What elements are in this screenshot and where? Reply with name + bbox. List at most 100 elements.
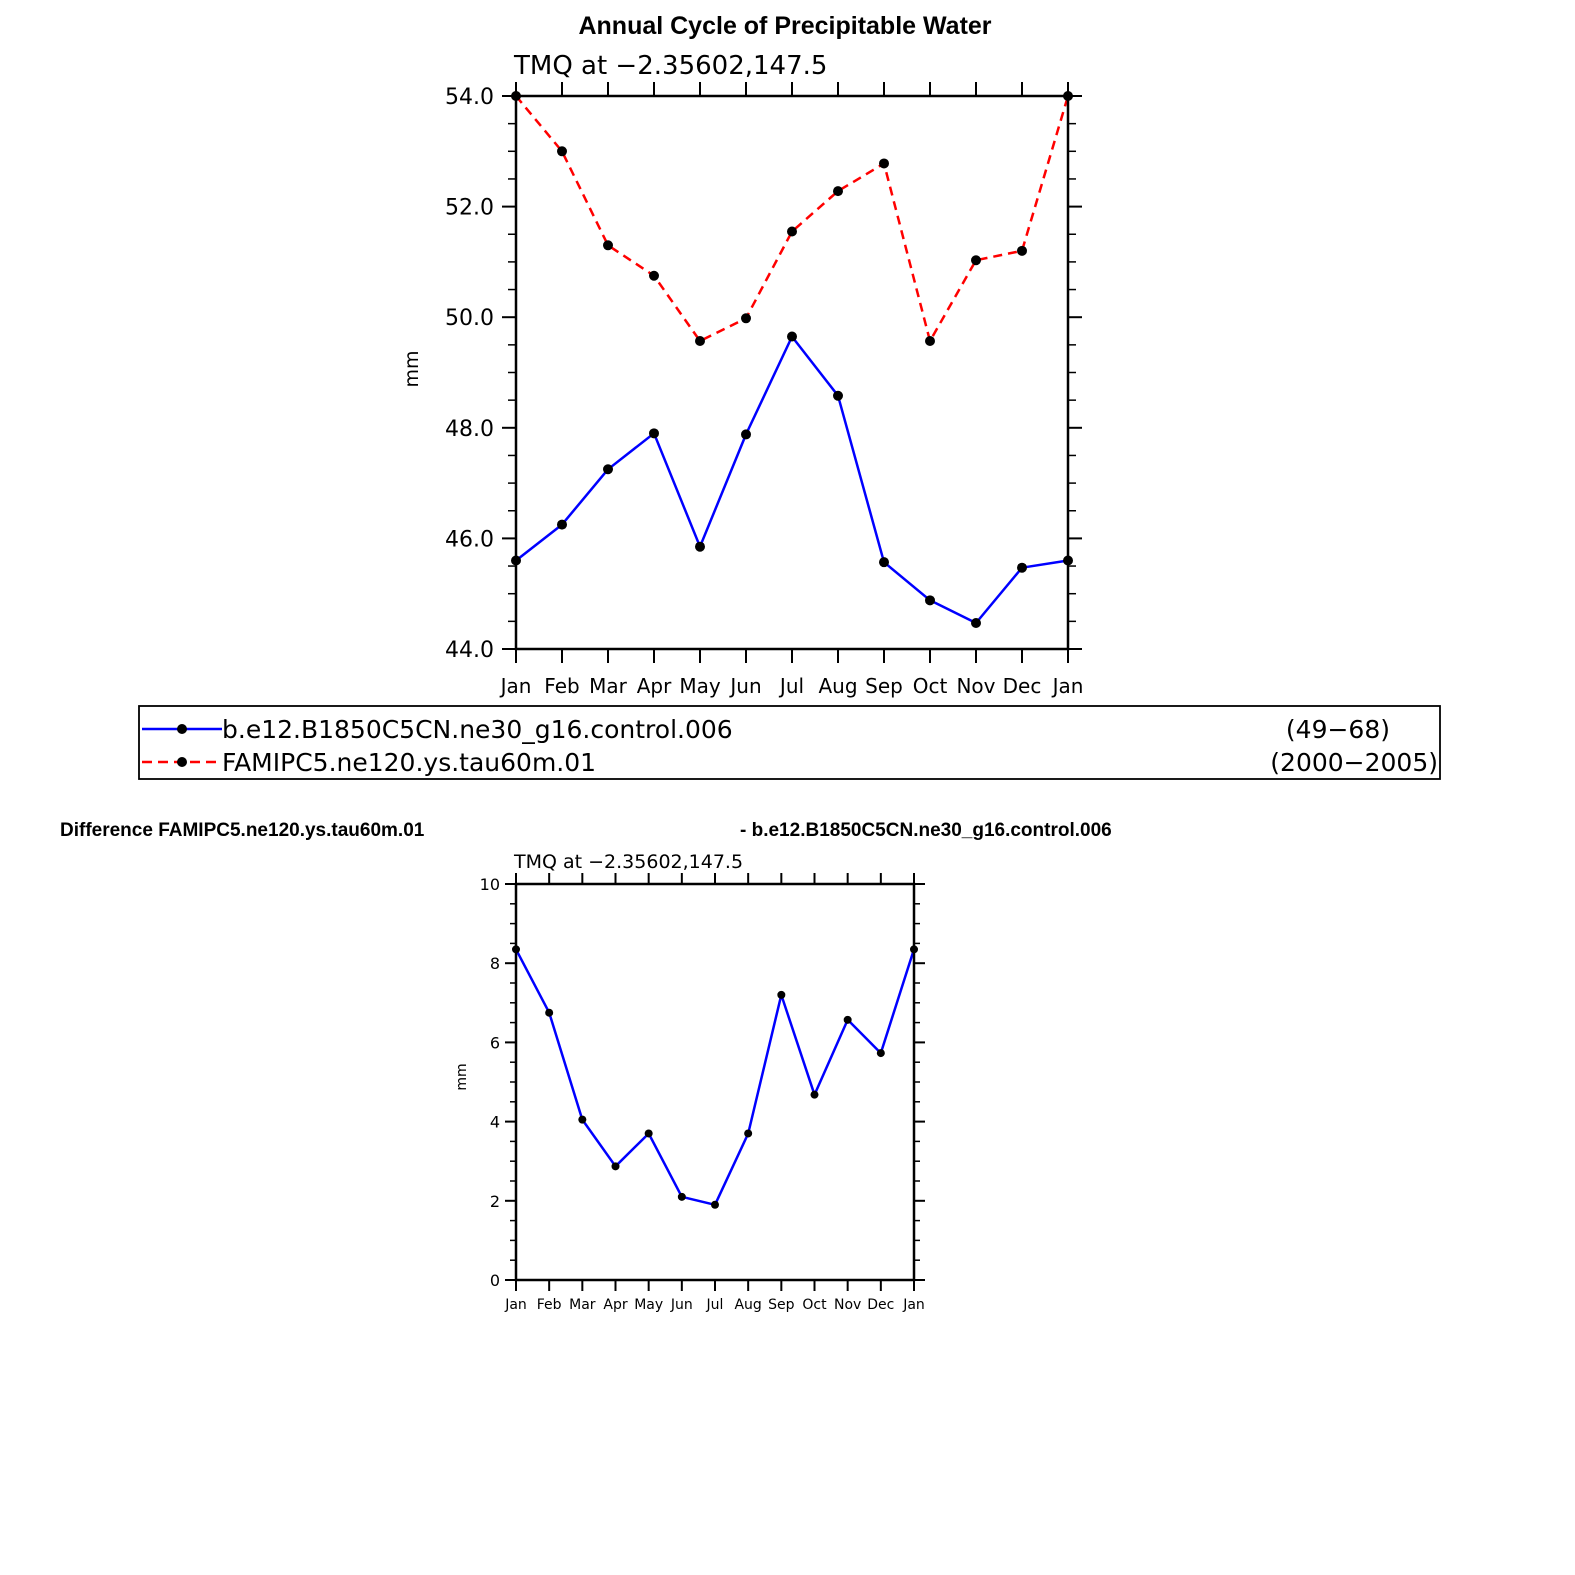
- y-tick-label: 54.0: [445, 85, 494, 110]
- x-tick-label: Jan: [1051, 674, 1084, 698]
- data-point: [741, 313, 751, 324]
- x-tick-label: Sep: [865, 674, 903, 698]
- data-point: [603, 240, 613, 251]
- y-axis-label: mm: [454, 1063, 470, 1090]
- data-point: [833, 186, 843, 197]
- data-point: [695, 541, 705, 552]
- legend-marker: [177, 757, 187, 767]
- data-point: [787, 331, 797, 342]
- x-tick-label: Nov: [956, 674, 995, 698]
- x-tick-labels: Jan Feb Mar Apr May Jun Jul Aug Sep Oct Nov Dec Jan: [504, 1297, 925, 1313]
- y-tick-label: 44.0: [445, 638, 494, 663]
- x-tick-label: Mar: [569, 1297, 596, 1313]
- x-tick-label: Dec: [1003, 674, 1042, 698]
- data-point: [810, 1090, 819, 1099]
- y-tick-label: 2: [490, 1192, 500, 1211]
- x-tick-label: Oct: [802, 1297, 827, 1313]
- x-tick-label: Jan: [499, 674, 532, 698]
- x-tick-label: Jul: [706, 1297, 724, 1313]
- data-point: [744, 1129, 753, 1138]
- data-point: [843, 1015, 852, 1024]
- y-tick-label: 46.0: [445, 527, 494, 552]
- x-tick-label: Apr: [637, 674, 672, 698]
- x-tick-label: Jan: [504, 1297, 527, 1313]
- x-tick-label: Jan: [902, 1297, 925, 1313]
- data-point: [545, 1008, 554, 1017]
- y-tick-label: 50.0: [445, 306, 494, 331]
- legend-box: [138, 705, 1441, 780]
- data-point: [578, 1115, 587, 1124]
- plot-frame: [514, 882, 916, 1282]
- data-point: [777, 990, 786, 999]
- data-point: [1017, 562, 1027, 573]
- y-tick-label: 4: [490, 1113, 500, 1132]
- x-tick-label: Jul: [778, 674, 804, 698]
- difference-title-right: - b.e12.B1850C5CN.ne30_g16.control.006: [740, 820, 1112, 841]
- x-tick-label: Feb: [537, 1297, 562, 1313]
- legend-years: (49−68): [1286, 715, 1390, 744]
- x-tick-label: Jun: [670, 1297, 693, 1313]
- legend-entry-2: FAMIPC5.ne120.ys.tau60m.01 (2000−2005): [142, 748, 1438, 777]
- data-point: [971, 255, 981, 266]
- data-point: [971, 618, 981, 629]
- y-tick-labels: 44.0 46.0 48.0 50.0 52.0 54.0: [445, 85, 494, 663]
- x-tick-label: May: [679, 674, 721, 698]
- y-tick-label: 8: [490, 954, 500, 973]
- chart-subtitle: TMQ at −2.35602,147.5: [513, 851, 743, 873]
- x-tick-label: Nov: [834, 1297, 861, 1313]
- x-tick-label: Aug: [734, 1297, 761, 1313]
- data-point: [925, 335, 935, 346]
- data-point: [925, 595, 935, 606]
- x-tick-label: Oct: [913, 674, 948, 698]
- legend-entry-1: b.e12.B1850C5CN.ne30_g16.control.006 (49…: [142, 715, 1390, 744]
- series-layer: [511, 91, 1073, 629]
- data-point: [649, 270, 659, 281]
- y-tick-label: 6: [490, 1033, 500, 1052]
- legend: b.e12.B1850C5CN.ne30_g16.control.006 (49…: [138, 705, 1441, 780]
- legend-years: (2000−2005): [1270, 748, 1438, 777]
- data-point: [876, 1049, 885, 1058]
- data-point: [879, 158, 889, 169]
- chart-title: Annual Cycle of Precipitable Water: [578, 12, 991, 40]
- y-tick-label: 52.0: [445, 196, 494, 221]
- x-tick-label: Dec: [867, 1297, 894, 1313]
- x-tick-labels: Jan Feb Mar Apr May Jun Jul Aug Sep Oct Nov Dec Jan: [499, 674, 1084, 698]
- x-tick-label: Apr: [603, 1297, 627, 1313]
- axis-ticks: [505, 873, 925, 1291]
- data-point: [603, 464, 613, 475]
- data-point: [787, 226, 797, 237]
- plot-frame: [514, 94, 1070, 651]
- data-point: [879, 557, 889, 568]
- data-point: [644, 1129, 653, 1138]
- data-point: [711, 1200, 719, 1209]
- y-axis-label: mm: [401, 350, 423, 387]
- data-point: [741, 429, 751, 440]
- chart-subtitle: TMQ at −2.35602,147.5: [513, 51, 827, 81]
- x-tick-label: Sep: [768, 1297, 795, 1313]
- data-point: [557, 519, 567, 530]
- y-tick-label: 48.0: [445, 417, 494, 442]
- legend-label: FAMIPC5.ne120.ys.tau60m.01: [222, 748, 596, 777]
- annual-cycle-chart: Annual Cycle of Precipitable Water TMQ a…: [401, 12, 1083, 698]
- legend-label: b.e12.B1850C5CN.ne30_g16.control.006: [222, 715, 733, 744]
- data-point: [557, 146, 567, 157]
- data-point: [1017, 245, 1027, 256]
- data-point: [649, 428, 659, 439]
- data-point: [695, 335, 705, 346]
- y-tick-label: 10: [480, 875, 500, 894]
- difference-title-left: Difference FAMIPC5.ne120.ys.tau60m.01: [60, 820, 425, 841]
- y-tick-labels: 0 2 4 6 8 10: [480, 875, 500, 1290]
- y-tick-label: 0: [490, 1271, 500, 1290]
- difference-chart: Difference FAMIPC5.ne120.ys.tau60m.01 - …: [60, 820, 1112, 1313]
- legend-marker: [177, 724, 187, 734]
- data-point: [611, 1162, 620, 1171]
- x-tick-label: May: [634, 1297, 663, 1313]
- data-point: [677, 1192, 686, 1201]
- series-layer: [512, 945, 918, 1209]
- x-tick-label: Aug: [818, 674, 857, 698]
- data-point: [833, 390, 843, 401]
- x-tick-label: Feb: [544, 674, 579, 698]
- x-tick-label: Jun: [728, 674, 761, 698]
